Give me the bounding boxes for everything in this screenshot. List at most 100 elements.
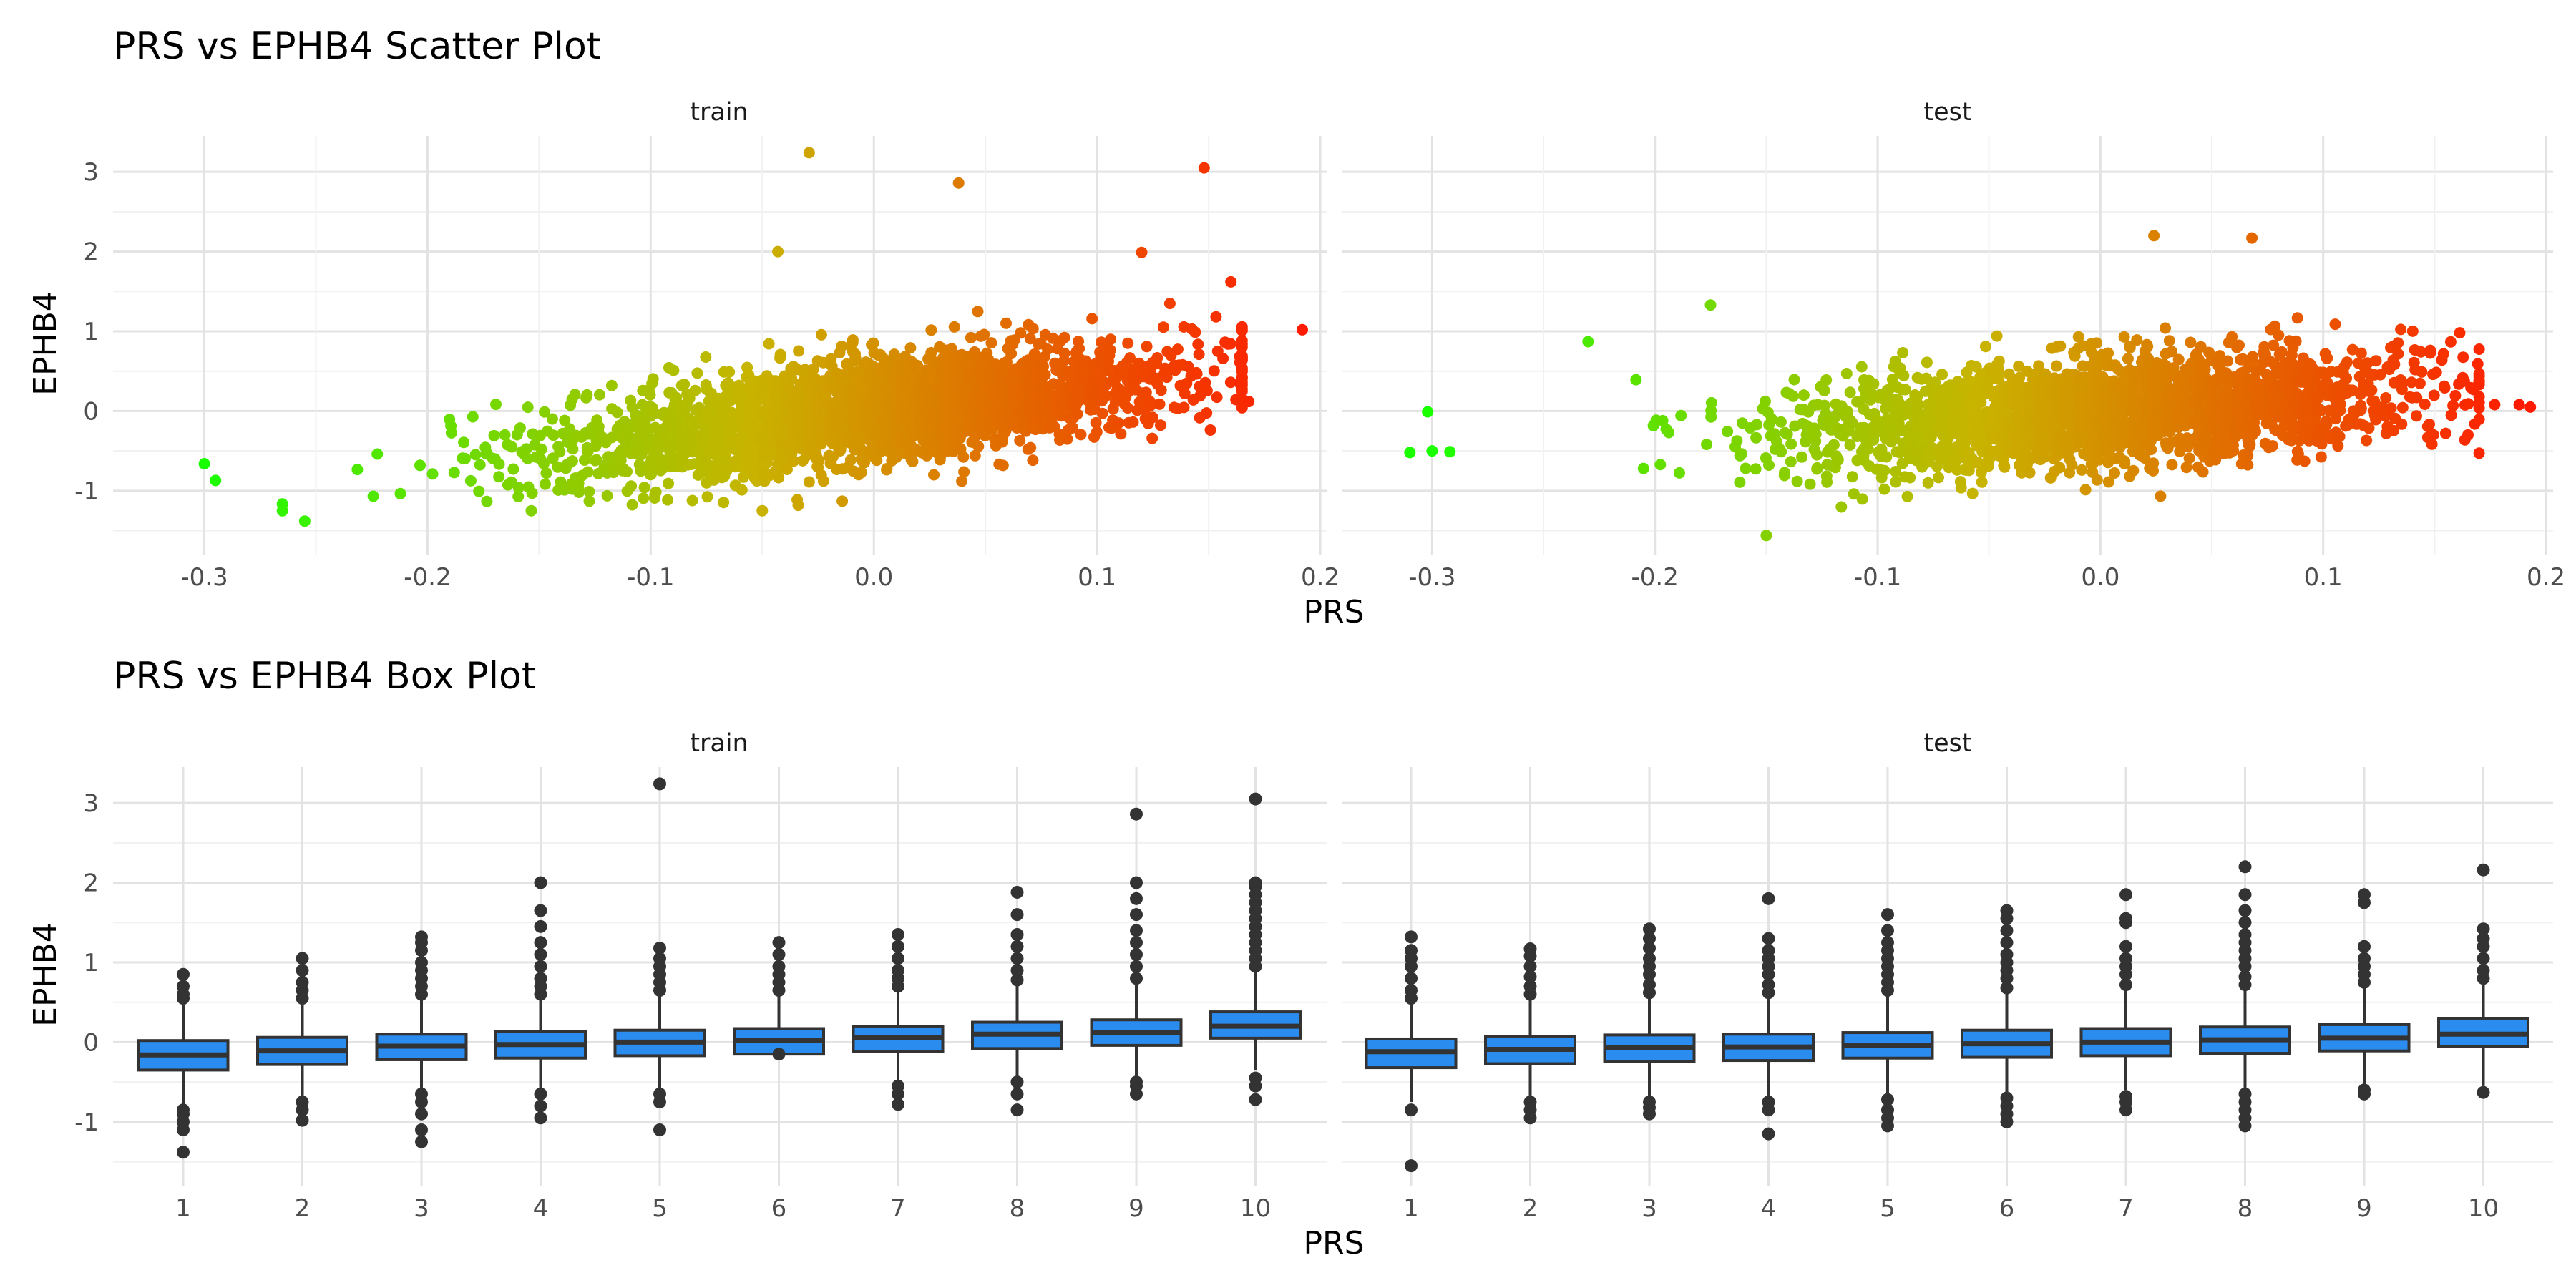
box-outlier (415, 956, 428, 969)
scatter-point (1818, 399, 1830, 411)
scatter-point (2473, 375, 2485, 387)
scatter-point (512, 491, 525, 502)
scatter-point (689, 384, 701, 396)
scatter-point (1796, 451, 1808, 463)
scatter-point (2370, 355, 2382, 367)
scatter-point (2414, 377, 2426, 389)
box-train-x-tick-label: 1 (175, 1194, 191, 1223)
box-train-x-tick-label: 3 (414, 1194, 429, 1223)
box-train-x-tick-label: 4 (533, 1194, 549, 1223)
scatter-point (1236, 383, 1248, 395)
scatter-point (512, 482, 525, 494)
scatter-point (701, 491, 713, 503)
scatter-point (1127, 416, 1139, 428)
scatter-point (605, 379, 618, 391)
scatter-point (1073, 343, 1085, 354)
scatter-point (1750, 463, 1762, 475)
scatter-point (1963, 464, 1975, 477)
scatter-point (1765, 413, 1777, 425)
scatter-point (1785, 438, 1797, 450)
scatter-point (526, 487, 538, 499)
scatter-point (948, 321, 960, 333)
scatter-point (590, 454, 602, 466)
scatter-point (1901, 490, 1913, 502)
scatter-point (1630, 374, 1642, 386)
scatter-point (2122, 353, 2134, 365)
scatter-point (2457, 351, 2469, 364)
scatter-point (1225, 275, 1237, 288)
scatter-point (2415, 346, 2427, 358)
scatter-point (700, 351, 712, 363)
scatter-point (1818, 384, 1830, 396)
scatter-point (2332, 440, 2344, 452)
scatter-point (2273, 329, 2285, 341)
scatter-point (606, 431, 618, 444)
scatter-point (474, 459, 486, 471)
scatter-point (367, 490, 379, 502)
scatter-point (2411, 410, 2422, 422)
scatter-point (1404, 447, 1416, 459)
scatter-point (2449, 389, 2462, 401)
scatter-point (2374, 369, 2386, 381)
scatter-point (507, 463, 519, 475)
scatter-point (1993, 355, 2005, 367)
scatter-point (1899, 384, 1911, 396)
scatter-point (2333, 431, 2346, 442)
scatter-point (2233, 339, 2245, 351)
scatter-x-axis-title: PRS (1303, 594, 1364, 630)
scatter-point (2118, 331, 2130, 343)
scatter-point (1122, 402, 1133, 414)
scatter-point (1922, 477, 1934, 489)
scatter-point (1855, 361, 1868, 373)
scatter-point (2174, 446, 2186, 458)
box-outlier (415, 1107, 428, 1121)
scatter-point (972, 306, 984, 318)
box-outlier (415, 1135, 428, 1148)
scatter-point (1674, 467, 1685, 479)
scatter-point (2406, 325, 2419, 337)
scatter-point (1811, 462, 1823, 474)
scatter-point (2513, 399, 2525, 411)
scatter-point (2145, 444, 2157, 456)
scatter-point (2024, 467, 2036, 479)
scatter-point (2395, 323, 2407, 336)
box-outlier (534, 947, 547, 961)
scatter-point (2014, 371, 2026, 384)
box-train-group-2 (256, 952, 348, 1127)
scatter-point (2439, 382, 2451, 394)
scatter-point (2355, 347, 2367, 359)
scatter-point (1897, 347, 1909, 358)
scatter-point (1890, 476, 1902, 488)
scatter-point (467, 411, 479, 423)
scatter-point (792, 499, 804, 512)
scatter-point (1654, 459, 1667, 471)
scatter-point (1067, 421, 1079, 434)
scatter-point (2085, 346, 2097, 358)
scatter-point (844, 454, 857, 466)
scatter-point (611, 406, 623, 419)
scatter-point (1832, 454, 1844, 466)
scatter-point (1171, 343, 1184, 356)
scatter-point (836, 495, 849, 507)
scatter-point (1014, 434, 1026, 447)
scatter-point (1204, 424, 1216, 436)
scatter-point (2473, 414, 2485, 425)
scatter-point (554, 446, 566, 458)
scatter-point (1763, 459, 1775, 471)
scatter-point (1785, 456, 1797, 468)
scatter-point (1759, 395, 1771, 407)
scatter-point (736, 484, 748, 496)
scatter-point (1890, 466, 1902, 477)
scatter-strip-train: train (690, 98, 748, 127)
scatter-point (946, 343, 957, 355)
scatter-point (2093, 454, 2105, 466)
scatter-point (2447, 399, 2459, 411)
scatter-point (2066, 459, 2078, 471)
scatter-point (514, 422, 526, 434)
scatter-point (1113, 417, 1125, 429)
scatter-point (972, 440, 985, 452)
scatter-point (566, 455, 578, 467)
scatter-point (559, 414, 571, 426)
scatter-point (1224, 338, 1236, 350)
scatter-point (2163, 335, 2175, 347)
